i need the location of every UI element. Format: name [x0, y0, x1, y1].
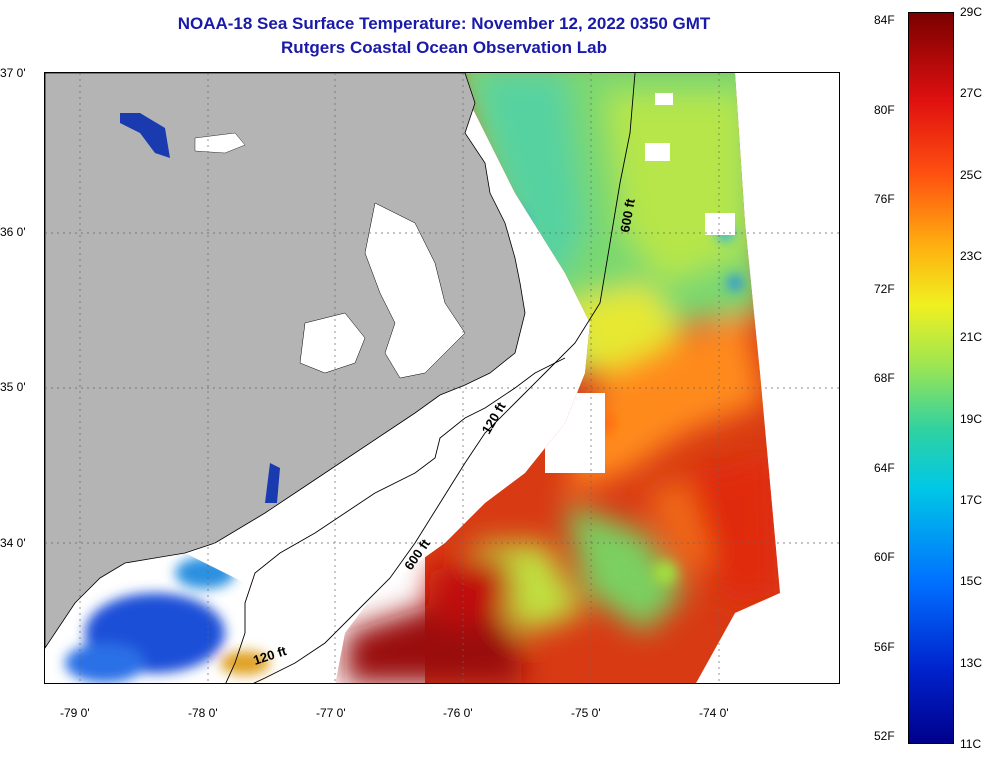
inland-water-blue: [120, 113, 170, 158]
sound-water: [364, 202, 466, 379]
sst-map-svg: 600 ft 120 ft 600 ft 120 ft: [45, 73, 839, 683]
colorbar-f-label: 72F: [874, 281, 895, 296]
temperature-colorbar: [908, 12, 954, 744]
colorbar-c-label: 29C: [960, 5, 983, 19]
colorbar-f-label: 80F: [874, 102, 895, 117]
lon-label-78: -78 0': [188, 706, 218, 720]
sound-water-2: [299, 312, 366, 374]
colorbar-f-label: 56F: [874, 639, 895, 654]
map-subtitle: Rutgers Coastal Ocean Observation Lab: [281, 38, 607, 57]
lon-label-77: -77 0': [316, 706, 346, 720]
colorbar-c-label: 15C: [960, 574, 983, 589]
colorbar-c-label: 11C: [960, 737, 982, 751]
colorbar-f-label: 84F: [874, 13, 895, 27]
contour-600ft: [253, 73, 636, 683]
inland-lake: [194, 132, 246, 154]
colorbar-c-label: 23C: [960, 249, 983, 263]
lon-label-79: -79 0': [60, 706, 90, 720]
sst-swath: [345, 73, 780, 683]
colorbar-f-label: 64F: [874, 460, 895, 475]
contour-120ft: [225, 357, 566, 683]
colorbar-f-label: 68F: [874, 371, 895, 385]
lat-label-34: 34 0': [0, 536, 26, 550]
colorbar-f-label: 76F: [874, 192, 895, 206]
lon-label-74: -74 0': [699, 706, 729, 720]
colorbar-c-label: 27C: [960, 86, 983, 101]
colorbar-f-label: 60F: [874, 550, 895, 564]
map-title: NOAA-18 Sea Surface Temperature: Novembe…: [177, 14, 711, 33]
colorbar-c-label: 13C: [960, 655, 983, 670]
lat-label-36: 36 0': [0, 225, 26, 239]
sst-map: 600 ft 120 ft 600 ft 120 ft: [44, 72, 840, 684]
lat-label-37: 37 0': [0, 66, 26, 80]
inland-water-blue-2: [265, 463, 280, 503]
colorbar-c-label: 21C: [960, 330, 983, 345]
land-mass: [45, 73, 526, 649]
lat-label-35: 35 0': [0, 380, 26, 394]
graticule: [45, 73, 839, 683]
colorbar-c-label: 25C: [960, 167, 983, 182]
colorbar-f-label: 52F: [874, 729, 895, 743]
colorbar-c-label: 17C: [960, 493, 983, 507]
contour-label-600ft-north: 600 ft: [617, 197, 638, 234]
colorbar-c-label: 19C: [960, 411, 983, 426]
lon-label-75: -75 0': [571, 706, 601, 720]
lon-label-76: -76 0': [443, 706, 473, 720]
